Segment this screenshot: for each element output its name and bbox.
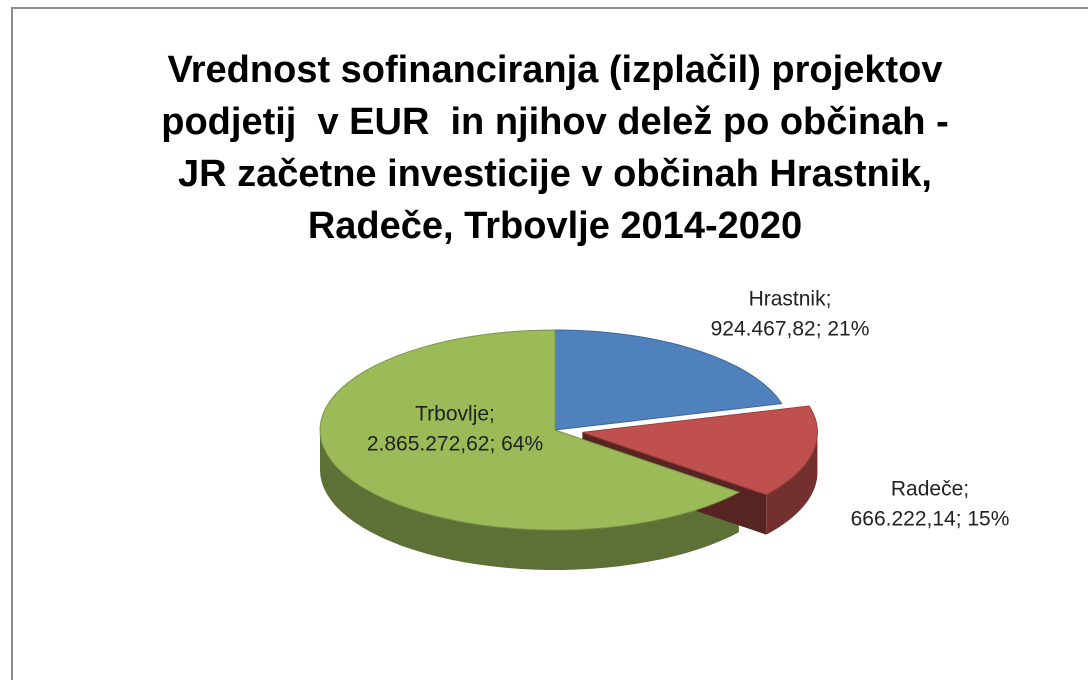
chart-title: Vrednost sofinanciranja (izplačil) proje…: [161, 49, 948, 247]
data-label: Hrastnik;: [749, 288, 832, 311]
title-line: JR začetne investicije v občinah Hrastni…: [178, 153, 932, 195]
title-line: Radeče, Trbovlje 2014-2020: [308, 205, 802, 247]
slice: [582, 405, 818, 496]
data-label: 924.467,82; 21%: [711, 318, 870, 341]
slice-tops: [319, 329, 818, 531]
slice: [554, 329, 783, 431]
slice-side: [766, 432, 818, 535]
slice-side: [320, 430, 739, 570]
data-label: 666.222,14; 15%: [851, 508, 1010, 531]
data-label: Trbovlje;: [415, 403, 495, 426]
data-label: 2.865.272,62; 64%: [367, 433, 543, 456]
title-line: podjetij v EUR in njihov delež po občina…: [161, 101, 948, 143]
slice: [319, 329, 741, 531]
title-line: Vrednost sofinanciranja (izplačil) proje…: [168, 49, 943, 91]
data-label: Radeče;: [891, 478, 969, 501]
